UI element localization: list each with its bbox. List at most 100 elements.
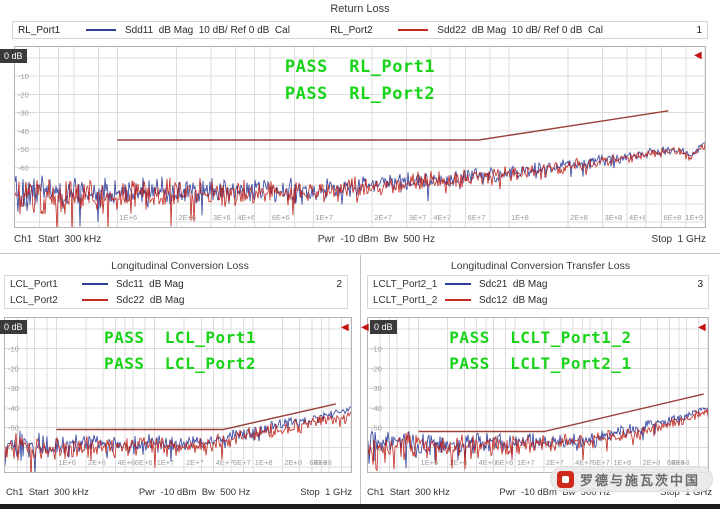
- svg-text:1E+7: 1E+7: [315, 213, 333, 222]
- plot-lcl[interactable]: 1E+6 2E+6 4E+6 6E+6 1E+7 2E+7 4E+7 6E+7 1E+8 2E+8…: [4, 317, 352, 473]
- ref-marker-right-icon[interactable]: ◀: [698, 322, 706, 333]
- panel-longitudinal-conversion-loss: Longitudinal Conversion Loss LCL_Port1 S…: [0, 255, 360, 504]
- ref-level-label: 0 dB: [370, 320, 397, 334]
- status-start[interactable]: Ch1 Start 300 kHz: [14, 234, 102, 245]
- svg-text:3E+8: 3E+8: [605, 213, 623, 222]
- trace-name: LCLT_Port1_2: [373, 294, 438, 306]
- svg-text:6E+8: 6E+8: [664, 213, 682, 222]
- trace-line-sample-icon: [82, 283, 108, 285]
- svg-text:1E+9: 1E+9: [685, 213, 703, 222]
- trace-params: Sdd11 dB Mag 10 dB/ Ref 0 dB Cal: [125, 24, 290, 36]
- svg-text:2E+6: 2E+6: [450, 458, 468, 467]
- trace-legend: RL_Port1 Sdd11 dB Mag 10 dB/ Ref 0 dB Ca…: [12, 21, 708, 39]
- channel-status-bar: Ch1 Start 300 kHz Pwr -10 dBm Bw 500 Hz …: [6, 487, 352, 498]
- trace-line-sample-icon: [86, 29, 116, 31]
- svg-text:-20: -20: [18, 90, 29, 99]
- window-number-badge: 1: [696, 24, 702, 36]
- status-start[interactable]: Ch1 Start 300 kHz: [6, 487, 89, 498]
- bottom-edge-bar: [0, 504, 720, 509]
- svg-text:6E+7: 6E+7: [592, 458, 610, 467]
- svg-text:2E+8: 2E+8: [643, 458, 661, 467]
- svg-text:-20: -20: [371, 364, 382, 373]
- svg-text:3E+6: 3E+6: [213, 213, 231, 222]
- svg-text:1E+6: 1E+6: [420, 458, 438, 467]
- plot-return-loss[interactable]: 1E+6 2E+6 3E+6 4E+6 6E+6 1E+7 2E+7 3E+7 4E+7 6E+7…: [14, 46, 706, 228]
- svg-text:1E+6: 1E+6: [58, 458, 76, 467]
- status-stop[interactable]: Stop 1 GHz: [651, 234, 706, 245]
- trace-name: LCL_Port2: [10, 294, 58, 306]
- svg-text:6E+8: 6E+8: [309, 458, 327, 467]
- svg-text:2E+6: 2E+6: [88, 458, 106, 467]
- page-title: Return Loss: [330, 3, 390, 15]
- svg-text:2E+7: 2E+7: [186, 458, 204, 467]
- svg-text:6E+6: 6E+6: [496, 458, 514, 467]
- watermark-text: 罗德与施瓦茨中国: [579, 472, 700, 488]
- legend-item-lcl-port2[interactable]: LCL_Port2 Sdc22 dB Mag: [5, 292, 347, 308]
- legend-item-lclt-port2-1[interactable]: LCLT_Port2_1 Sdc21 dB Mag 3: [368, 276, 708, 292]
- svg-text:1E+6: 1E+6: [119, 213, 137, 222]
- svg-text:4E+7: 4E+7: [575, 458, 593, 467]
- svg-text:2E+7: 2E+7: [546, 458, 564, 467]
- svg-text:2E+6: 2E+6: [178, 213, 196, 222]
- svg-text:2E+7: 2E+7: [374, 213, 392, 222]
- page-title: Longitudinal Conversion Loss: [111, 260, 249, 272]
- status-stop[interactable]: Stop 1 GHz: [660, 487, 712, 498]
- watermark: 罗德与施瓦茨中国: [549, 466, 713, 492]
- ref-marker-right-icon[interactable]: ◀: [341, 322, 349, 333]
- svg-text:-40: -40: [18, 127, 29, 136]
- svg-text:6E+8: 6E+8: [667, 458, 685, 467]
- svg-text:-30: -30: [371, 384, 382, 393]
- channel-status-bar: Ch1 Start 300 kHz Pwr -10 dBm Bw 500 Hz …: [14, 234, 706, 245]
- trace-name: LCL_Port1: [10, 278, 58, 290]
- svg-text:4E+8: 4E+8: [314, 458, 332, 467]
- svg-text:-50: -50: [8, 424, 19, 433]
- svg-text:4E+6: 4E+6: [479, 458, 497, 467]
- svg-text:2E+8: 2E+8: [284, 458, 302, 467]
- svg-text:-60: -60: [18, 163, 29, 172]
- status-power-bandwidth[interactable]: Pwr -10 dBm Bw 500 Hz: [499, 487, 611, 498]
- svg-text:6E+6: 6E+6: [272, 213, 290, 222]
- legend-item-lclt-port1-2[interactable]: LCLT_Port1_2 Sdc12 dB Mag: [368, 292, 708, 308]
- ref-marker-left-icon[interactable]: ◀: [361, 322, 369, 333]
- svg-text:-30: -30: [8, 384, 19, 393]
- svg-text:4E+6: 4E+6: [117, 458, 135, 467]
- svg-text:2E+8: 2E+8: [570, 213, 588, 222]
- ref-marker-right-icon[interactable]: ◀: [694, 50, 702, 61]
- svg-text:1E+7: 1E+7: [517, 458, 535, 467]
- svg-text:4E+8: 4E+8: [629, 213, 647, 222]
- plot-lclt[interactable]: 1E+6 2E+6 4E+6 6E+6 1E+7 2E+7 4E+7 6E+7 1E+8 2E+8…: [367, 317, 709, 473]
- svg-text:-60: -60: [8, 443, 19, 452]
- page-title: Longitudinal Conversion Transfer Loss: [450, 260, 631, 272]
- svg-text:-40: -40: [8, 404, 19, 413]
- trace-params: Sdc22 dB Mag: [116, 294, 185, 306]
- panel-return-loss: Return Loss RL_Port1 Sdd11 dB Mag 10 dB/…: [0, 0, 720, 254]
- svg-text:-10: -10: [18, 72, 29, 81]
- ref-level-label: 0 dB: [0, 49, 27, 63]
- trace-name: RL_Port2: [330, 24, 373, 36]
- window-number-badge: 2: [336, 278, 342, 290]
- ref-level-label: 0 dB: [0, 320, 27, 334]
- svg-text:-50: -50: [18, 145, 29, 154]
- rohde-schwarz-logo-icon: [556, 470, 574, 488]
- trace-params: Sdd22 dB Mag 10 dB/ Ref 0 dB Cal: [437, 24, 603, 36]
- status-power-bandwidth[interactable]: Pwr -10 dBm Bw 500 Hz: [317, 234, 436, 245]
- status-start[interactable]: Ch1 Start 300 kHz: [367, 487, 450, 498]
- trace-name: LCLT_Port2_1: [373, 278, 438, 290]
- trace-params: Sdc12 dB Mag: [479, 294, 548, 306]
- status-stop[interactable]: Stop 1 GHz: [300, 487, 352, 498]
- trace-line-sample-icon: [398, 29, 429, 31]
- status-power-bandwidth[interactable]: Pwr -10 dBm Bw 500 Hz: [138, 487, 251, 498]
- legend-item-rl-port2[interactable]: RL_Port2 Sdd22 dB Mag 10 dB/ Ref 0 dB Ca…: [325, 22, 637, 38]
- svg-text:-30: -30: [18, 109, 29, 118]
- channel-status-bar: Ch1 Start 300 kHz Pwr -10 dBm Bw 500 Hz …: [367, 487, 712, 498]
- trace-params: Sdc11 dB Mag: [116, 278, 184, 290]
- svg-text:1E+7: 1E+7: [157, 458, 175, 467]
- trace-line-sample-icon: [82, 299, 108, 301]
- svg-text:-40: -40: [371, 404, 382, 413]
- legend-item-lcl-port1[interactable]: LCL_Port1 Sdc11 dB Mag 2: [5, 276, 347, 292]
- legend-item-rl-port1[interactable]: RL_Port1 Sdd11 dB Mag 10 dB/ Ref 0 dB Ca…: [13, 22, 325, 38]
- svg-text:-50: -50: [371, 424, 382, 433]
- svg-text:-10: -10: [8, 345, 19, 354]
- svg-text:6E+7: 6E+7: [468, 213, 486, 222]
